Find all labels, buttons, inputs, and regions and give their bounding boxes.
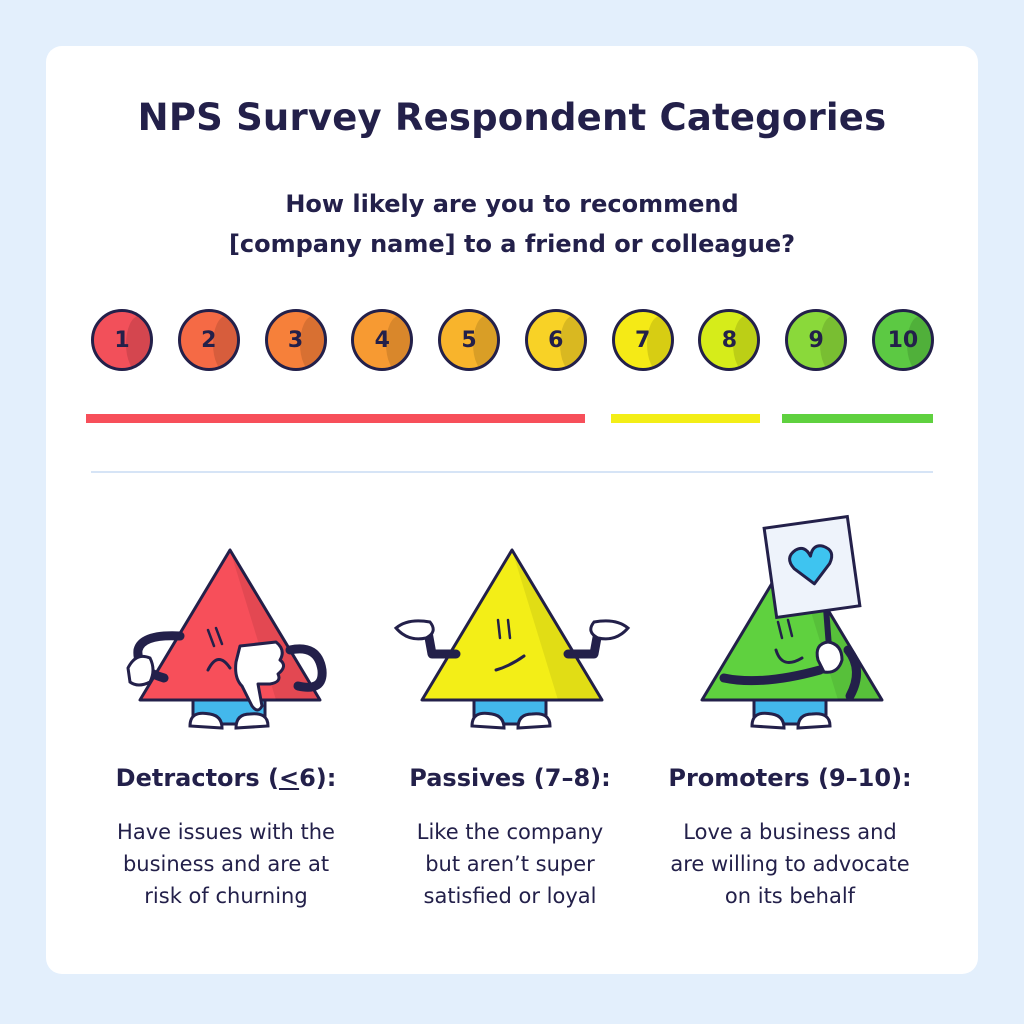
score-circle-1: 1 [91, 309, 153, 371]
passive-figure [393, 548, 631, 730]
promoter-left-shoe [750, 711, 786, 730]
passives-title: Passives (7–8): [409, 764, 611, 792]
score-circle-5: 5 [438, 309, 501, 371]
detractor-left-shoe [188, 711, 224, 730]
score-circle-4: 4 [351, 309, 414, 371]
promoter-right-arm [843, 645, 861, 701]
question-line-1: How likely are you to recommend [285, 190, 739, 218]
passive-body-shade [512, 550, 602, 700]
promoters-range-bar [782, 414, 933, 423]
detractor-right-shoe [234, 712, 270, 730]
detractor-figure [126, 548, 327, 730]
promoters-description: Love a business and are willing to advoc… [670, 820, 910, 908]
score-circle-2: 2 [177, 309, 240, 371]
detractor-eyes [206, 626, 224, 648]
detractor-body-shade [230, 550, 320, 700]
passive-right-arm [563, 627, 603, 659]
thumbs-down-icon [234, 640, 285, 712]
detractor-right-arm [285, 644, 327, 692]
detractors-range-bar [86, 414, 585, 423]
detractor-frown [206, 658, 232, 672]
passive-right-shoe [516, 712, 552, 730]
detractors-title: Detractors (<6): [115, 764, 337, 792]
shrug-hands-icon [393, 619, 631, 641]
promoter-right-shoe [796, 712, 832, 730]
score-circle-8: 8 [698, 309, 761, 371]
passive-triangle-body [420, 548, 604, 702]
passive-eyes [496, 618, 512, 640]
promoter-smile [774, 648, 804, 664]
promoter-left-arm [719, 665, 825, 686]
detractor-left-hand [126, 654, 155, 687]
score-circle-10: 10 [871, 309, 934, 371]
score-circle-7: 7 [611, 309, 674, 371]
page-title: NPS Survey Respondent Categories [137, 96, 887, 139]
promoter-eyes [776, 618, 794, 640]
passive-left-arm [423, 627, 461, 659]
passive-left-shoe [470, 711, 506, 730]
passives-description: Like the company but aren’t super satisf… [416, 820, 604, 908]
infographic-card [46, 46, 978, 974]
detractors-description: Have issues with the business and are at… [117, 820, 335, 908]
promoter-hand [815, 640, 844, 674]
promoters-title: Promoters (9–10): [668, 764, 912, 792]
promoter-figure [700, 514, 884, 730]
section-divider [91, 471, 933, 473]
score-scale: 1 2 3 4 5 6 7 8 9 10 [91, 309, 934, 379]
score-circle-3: 3 [264, 309, 327, 371]
question-line-2: [company name] to a friend or colleague? [228, 230, 796, 258]
passive-smirk [494, 654, 526, 672]
heart-sign-icon [788, 544, 834, 586]
survey-question: How likely are you to recommend [company… [0, 184, 1024, 264]
score-circle-6: 6 [524, 309, 587, 371]
score-circle-9: 9 [785, 309, 848, 371]
passives-range-bar [611, 414, 760, 423]
